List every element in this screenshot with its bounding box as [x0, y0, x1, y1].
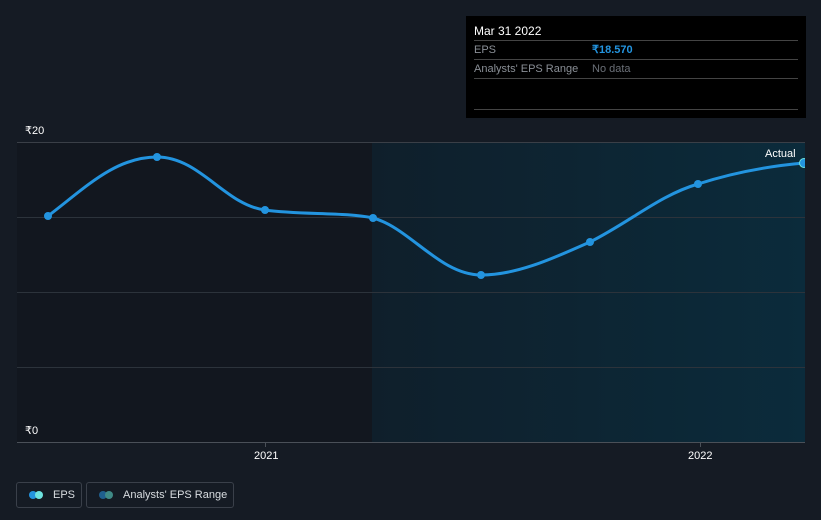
tooltip-row-range: Analysts' EPS Range No data — [474, 60, 798, 79]
tooltip-date: Mar 31 2022 — [474, 16, 798, 41]
eps-line — [47, 155, 805, 277]
legend-eps[interactable]: EPS — [16, 482, 82, 508]
eps-points — [44, 153, 809, 279]
x-tick-2021: 2021 — [254, 450, 279, 462]
eps-legend-icon — [29, 491, 43, 499]
x-tick-2022: 2022 — [688, 450, 713, 462]
tooltip-row-eps: EPS ₹18.570 — [474, 41, 798, 60]
legend-analysts-range[interactable]: Analysts' EPS Range — [86, 482, 234, 508]
tooltip-range-value: No data — [592, 63, 631, 75]
actual-annotation: Actual — [765, 148, 796, 160]
y-axis-bottom-label: ₹0 — [25, 425, 39, 437]
tooltip: Mar 31 2022 EPS ₹18.570 Analysts' EPS Ra… — [466, 16, 806, 118]
tooltip-eps-value: ₹18.570 — [592, 44, 633, 56]
gridlines — [17, 142, 805, 447]
y-axis-top-label: ₹20 — [25, 125, 45, 137]
range-legend-icon — [99, 491, 113, 499]
